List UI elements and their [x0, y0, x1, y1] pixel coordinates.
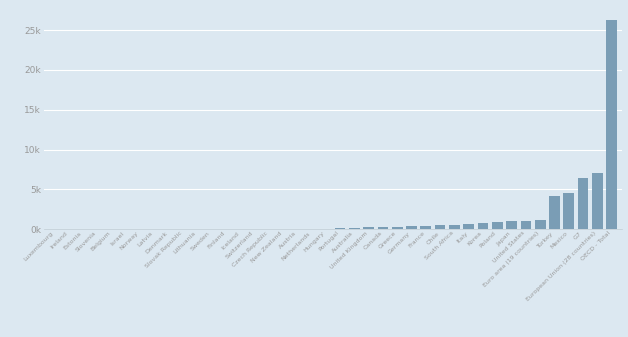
Bar: [607, 21, 617, 229]
Bar: [449, 225, 460, 229]
Bar: [592, 174, 603, 229]
Bar: [435, 225, 445, 229]
Bar: [349, 228, 360, 229]
Bar: [406, 226, 417, 229]
Bar: [549, 196, 560, 229]
Bar: [377, 227, 388, 229]
Bar: [392, 226, 403, 229]
Bar: [492, 222, 502, 229]
Bar: [478, 223, 489, 229]
Bar: [506, 221, 517, 229]
Bar: [363, 227, 374, 229]
Bar: [335, 228, 345, 229]
Bar: [420, 226, 431, 229]
Bar: [563, 192, 574, 229]
Bar: [463, 224, 474, 229]
Bar: [521, 220, 531, 229]
Bar: [578, 178, 588, 229]
Bar: [535, 220, 546, 229]
